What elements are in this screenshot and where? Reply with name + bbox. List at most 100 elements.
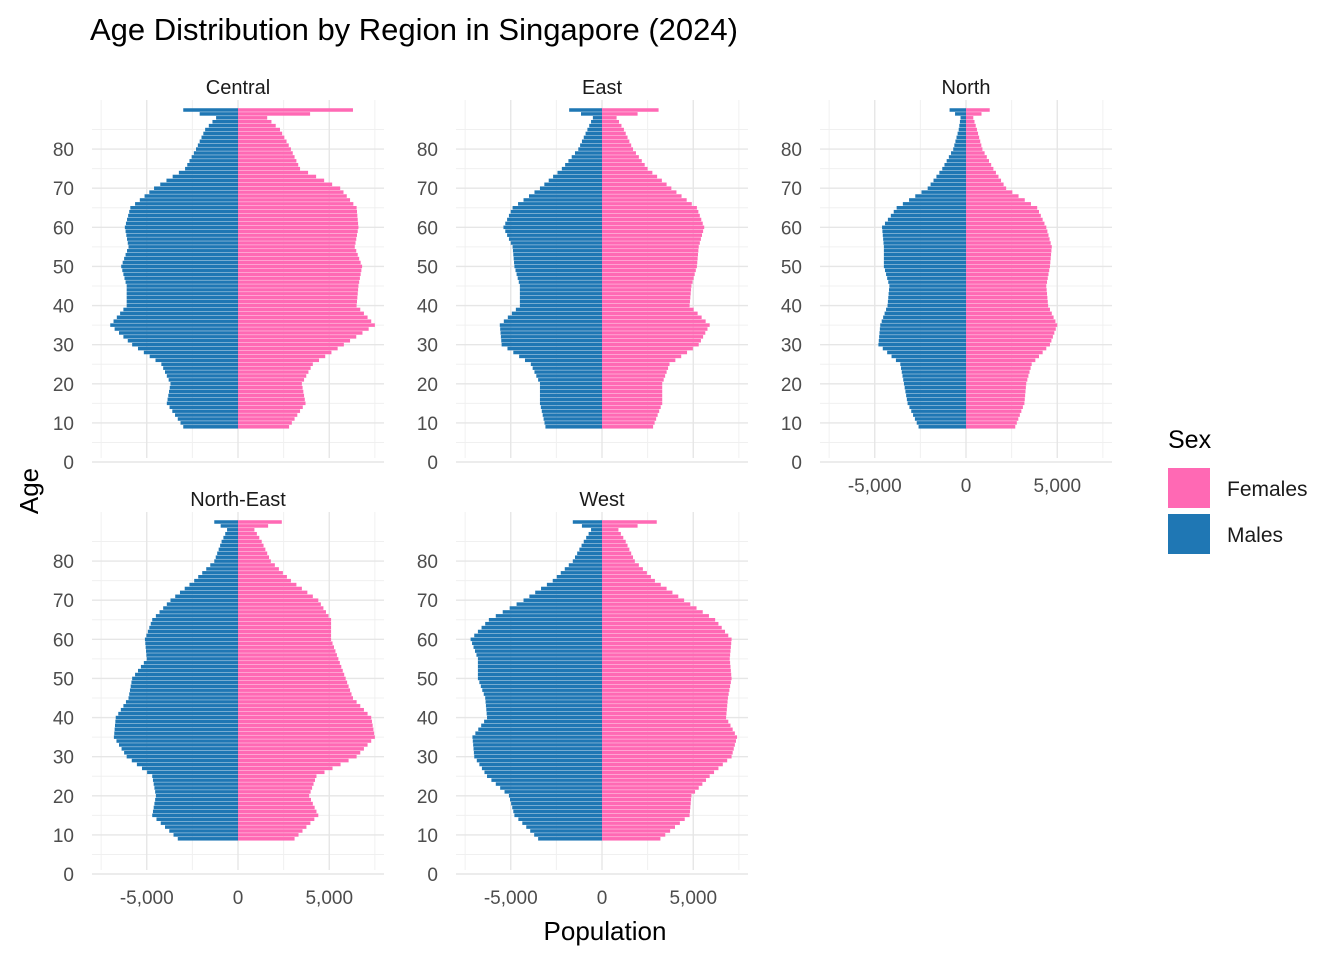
bar-male-age-53 [140,664,238,669]
bar-female-age-25 [238,774,317,778]
bar-male-age-11 [543,417,602,421]
bar-male-age-42 [486,707,602,712]
bar-female-age-41 [966,299,1048,304]
bar-female-age-23 [602,370,667,374]
bar-female-age-79 [238,151,293,155]
bar-male-age-27 [481,766,602,771]
bar-male-age-84 [957,131,966,136]
bar-male-age-75 [561,166,602,171]
bar-male-age-70 [523,598,602,602]
bar-female-age-66 [238,614,329,618]
bar-female-age-44 [238,288,359,292]
bar-male-age-59 [505,229,602,234]
bar-female-age-29 [966,346,1047,351]
bar-male-age-79 [574,151,602,155]
bar-female-age-9 [602,837,661,841]
bar-male-age-50 [477,676,602,681]
bar-female-age-76 [966,162,992,167]
bar-male-age-20 [539,382,602,386]
bar-male-age-36 [881,319,966,323]
y-tick-label: 70 [781,179,802,200]
bar-male-age-44 [519,288,602,292]
bar-male-age-29 [507,346,602,351]
bar-female-age-81 [602,143,632,147]
bar-male-age-32 [473,747,602,751]
bar-female-age-57 [238,649,336,653]
bar-female-age-33 [602,331,706,335]
bar-female-age-54 [602,661,731,665]
bar-female-age-10 [238,833,299,837]
bar-male-age-55 [128,245,238,249]
bar-male-age-26 [147,770,238,775]
bar-male-age-59 [145,641,238,646]
bar-male-age-56 [883,241,966,245]
bar-male-age-40 [487,715,602,720]
bar-male-age-64 [510,209,602,214]
bar-male-age-84 [581,543,602,548]
bar-male-age-47 [129,688,238,692]
y-tick-label: 10 [53,826,74,847]
y-tick-label: 30 [781,336,802,357]
bar-male-age-87 [212,119,238,124]
bar-female-age-31 [238,750,361,755]
bar-female-age-15 [602,813,690,818]
bar-male-age-39 [484,719,602,724]
bar-male-age-41 [118,711,238,716]
bar-male-age-86 [208,123,238,128]
bar-male-age-75 [942,166,966,171]
bar-female-age-67 [238,610,326,614]
bar-male-age-67 [159,610,238,614]
bar-female-age-47 [602,688,730,692]
bar-female-age-72 [238,590,308,595]
bar-male-age-66 [902,202,966,206]
bar-male-age-38 [511,311,602,316]
bar-male-age-63 [481,625,602,630]
bar-male-age-71 [529,594,602,599]
bar-female-age-86 [966,123,976,128]
bar-male-age-85 [205,127,238,132]
bar-female-age-82 [602,139,630,144]
bar-female-age-57 [238,237,357,241]
bar-male-age-34 [116,739,238,743]
bar-female-age-22 [238,374,307,378]
bar-female-age-84 [966,131,979,136]
bar-male-age-13 [160,821,238,825]
bar-female-age-34 [602,327,708,331]
bar-female-age-77 [238,159,297,163]
bar-female-age-30 [238,754,357,759]
y-tick-label: 80 [53,140,74,161]
bar-male-age-57 [474,649,602,653]
bar-male-age-73 [172,174,238,179]
bar-female-age-79 [238,563,275,567]
bar-male-age-73 [553,174,602,179]
bar-female-age-89 [966,112,982,116]
y-tick-label: 30 [53,748,74,769]
bar-male-age-60 [882,225,966,230]
bar-male-age-77 [202,571,238,575]
bar-male-age-90 [214,520,238,524]
bar-female-age-76 [238,574,287,579]
x-tick-label: -5,000 [484,888,538,909]
bar-female-age-36 [238,731,375,735]
bar-female-age-56 [966,241,1051,245]
bar-male-age-41 [486,711,602,716]
bar-male-age-61 [146,633,238,638]
x-tick-label: 5,000 [305,888,353,909]
bar-male-age-64 [129,209,238,214]
bar-male-age-30 [132,342,238,347]
bar-male-age-56 [127,241,238,245]
bar-male-age-63 [508,213,602,218]
bar-male-age-21 [538,378,602,382]
bar-female-age-76 [602,574,651,579]
bar-male-age-46 [129,692,238,696]
bar-female-age-44 [966,288,1047,292]
bar-female-age-33 [238,331,363,335]
bar-male-age-45 [126,284,238,288]
bar-male-age-11 [914,417,966,421]
bar-male-age-31 [473,750,602,755]
bar-male-age-67 [139,198,238,202]
bar-male-age-47 [517,276,602,280]
bar-female-age-36 [602,731,735,735]
bar-male-age-72 [535,590,602,595]
bar-female-age-27 [602,354,682,359]
